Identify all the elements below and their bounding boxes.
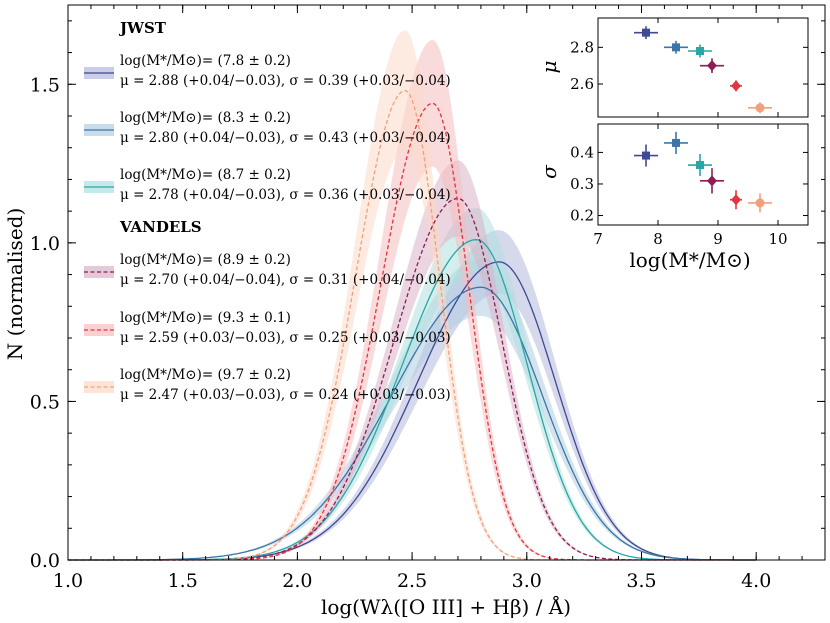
x-axis-label: log(Wλ([O III] + Hβ) / Å) [321,594,571,619]
legend-heading-vandels: VANDELS [119,218,202,236]
inset-mu-point-4 [731,80,741,92]
legend-mass-label: log(M*/M⊙)= (9.7 ± 0.2) [120,367,291,383]
inset-sigma-y-tick-label: 0.3 [570,175,594,193]
legend-mass-label: log(M*/M⊙)= (8.3 ± 0.2) [120,110,291,126]
legend-stats-label: μ = 2.80 (+0.04/−0.03), σ = 0.43 (+0.03/… [120,130,451,146]
inset-x-tick-label: 9 [713,230,723,248]
inset-sigma-point-1 [672,138,680,147]
x-tick-label: 3.5 [626,570,656,592]
x-tick-label: 1.0 [53,570,83,592]
legend-mass-label: log(M*/M⊙)= (8.9 ± 0.2) [120,252,291,268]
legend-heading-jwst: JWST [118,19,167,37]
legend-mass-label: log(M*/M⊙)= (9.3 ± 0.1) [120,310,291,326]
inset-sigma-point-2 [696,161,704,170]
x-tick-label: 3.0 [512,570,542,592]
y-tick-label: 1.5 [30,74,60,96]
x-tick-label: 1.5 [168,570,198,592]
plot-frame [67,4,826,561]
main-axes: 1.0 1.5 2.0 2.5 3.0 3.5 4.0 0.0 0.5 1.0 1.5 [30,4,826,592]
inset-sigma-point-3 [707,175,717,187]
inset-sigma-point-5 [755,198,765,208]
inset-sigma-frame [597,123,809,226]
inset-mu-frame [597,17,809,118]
inset-mu-point-2 [696,47,704,55]
y-tick-label: 1.0 [30,233,60,255]
legend-stats-label: μ = 2.70 (+0.04/−0.04), σ = 0.31 (+0.04/… [120,272,451,288]
inset-sigma-label: σ [537,164,561,179]
legend-entries: log(M*/M⊙)= (7.8 ± 0.2) μ = 2.88 (+0.04/−… [84,53,451,403]
inset-mu-y-tick-label: 2.6 [570,75,594,93]
inset-sigma-y-tick-label: 0.2 [570,207,594,225]
band-5 [68,30,757,560]
legend-stats-label: μ = 2.78 (+0.04/−0.03), σ = 0.36 (+0.03/… [120,187,451,203]
y-tick-label: 0.5 [30,391,60,413]
legend-stats-label: μ = 2.47 (+0.03/−0.03), σ = 0.24 (+0.03/… [120,387,451,403]
inset-mu-point-0 [642,28,650,37]
inset-x-tick-label: 10 [768,230,787,248]
y-tick-label: 0.0 [30,550,60,572]
legend-mass-label: log(M*/M⊙)= (7.8 ± 0.2) [120,53,291,69]
inset-x-axis-label: log(M*/M⊙) [629,248,750,272]
inset-sigma-point-0 [642,151,650,160]
legend: JWST VANDELS log(M*/M⊙)= (7.8 ± 0.2) μ = … [84,19,451,403]
legend-stats-label: μ = 2.59 (+0.03/−0.03), σ = 0.25 (+0.03/… [120,330,451,346]
x-tick-label: 4.0 [741,570,771,592]
inset-mu-point-5 [755,103,765,113]
inset-x-tick-label: 7 [593,230,603,248]
inset-sigma-y-tick-label: 0.4 [570,143,594,161]
x-tick-label: 2.5 [397,570,427,592]
inset-mu-point-3 [707,60,717,72]
legend-mass-label: log(M*/M⊙)= (8.7 ± 0.2) [120,167,291,183]
inset-panels: 2.6 2.8 0.2 0.3 0.4 7 8 9 10 [570,17,809,248]
inset-sigma-point-4 [731,194,741,206]
inset-mu-label: μ [537,61,561,74]
x-tick-label: 2.0 [282,570,312,592]
inset-x-tick-label: 8 [653,230,663,248]
inset-mu-y-tick-label: 2.8 [570,38,594,56]
y-axis-label: N (normalised) [3,208,27,361]
legend-stats-label: μ = 2.88 (+0.04/−0.03), σ = 0.39 (+0.03/… [120,73,451,89]
inset-mu-point-1 [672,43,680,52]
